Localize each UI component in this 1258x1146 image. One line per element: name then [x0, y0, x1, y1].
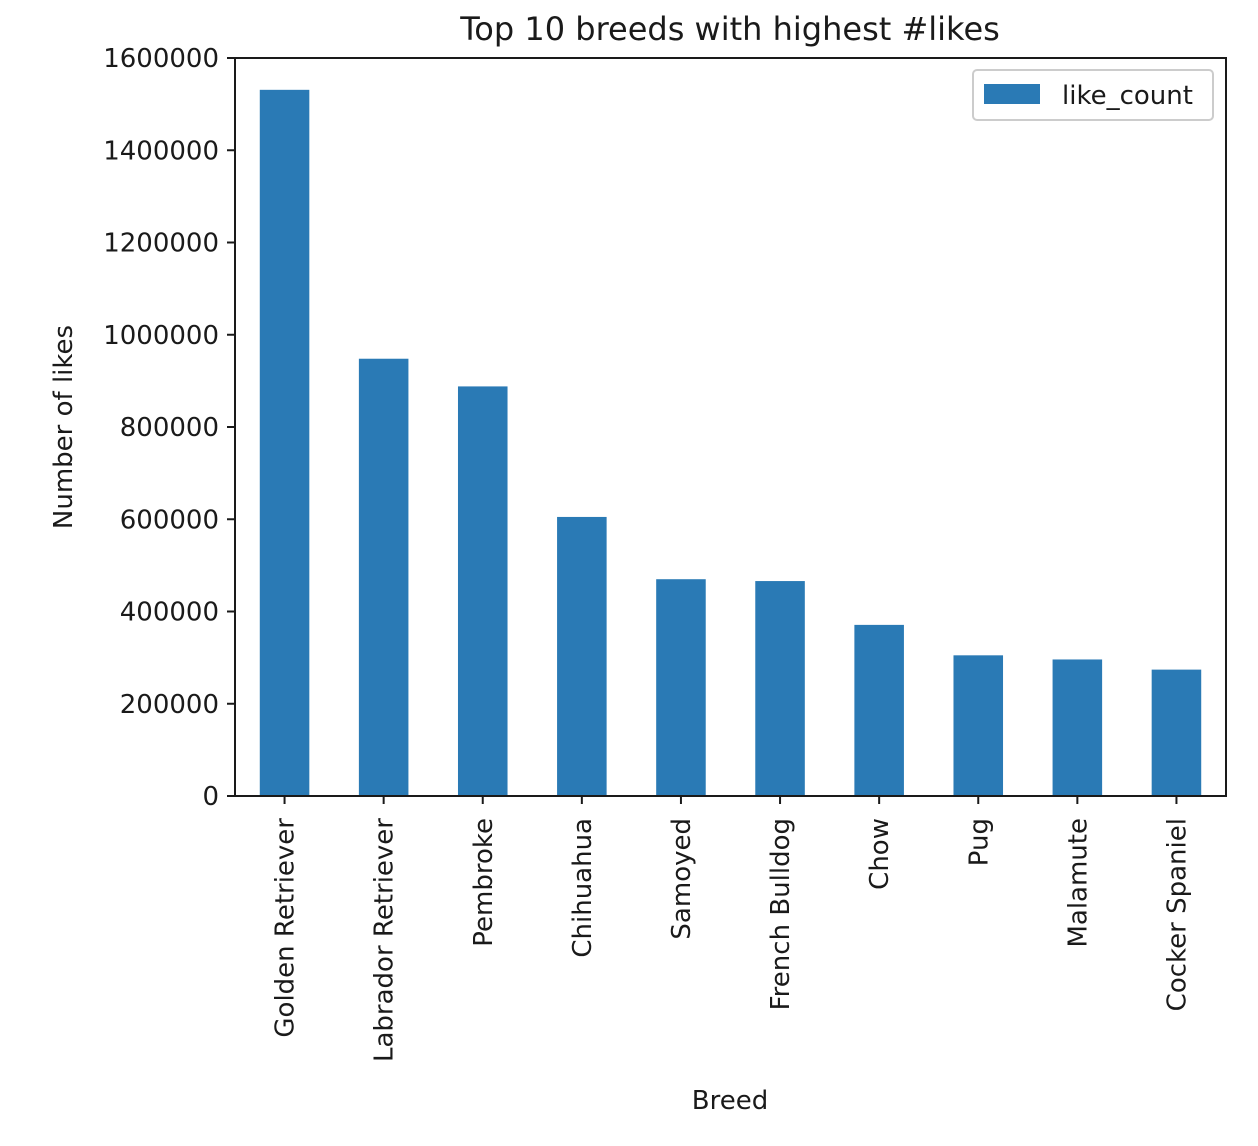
x-tick-label: Malamute [1063, 818, 1093, 948]
bar [557, 516, 607, 796]
plot-frame [234, 57, 1227, 797]
bar [358, 358, 409, 796]
y-tick-label: 0 [202, 782, 219, 812]
y-tick-label: 1200000 [103, 229, 219, 259]
chart-title: Top 10 breeds with highest #likes [459, 10, 1000, 48]
bars-group [259, 89, 1202, 796]
x-axis-title: Breed [692, 1086, 768, 1116]
bar [457, 386, 508, 796]
x-tick-label: Golden Retriever [271, 818, 301, 1038]
y-tick-label: 800000 [120, 413, 219, 443]
x-tick-label: Pembroke [469, 818, 499, 947]
bar [755, 581, 805, 796]
x-tick-label: Chihuahua [568, 818, 598, 958]
x-axis: Golden Retriever Labrador Retriever Pembro… [271, 796, 1192, 1062]
bar [854, 624, 904, 796]
y-tick-label: 400000 [120, 598, 219, 628]
legend-box [972, 69, 1214, 121]
bar [1052, 659, 1103, 796]
y-axis: 0 200000 400000 600000 800000 1000000 1200000 1… [103, 44, 235, 812]
bar [1151, 669, 1202, 796]
bar [656, 579, 706, 796]
y-tick-label: 1400000 [103, 136, 219, 166]
x-tick-label: Labrador Retriever [370, 818, 400, 1062]
bar [953, 655, 1004, 796]
x-tick-label: Samoyed [667, 818, 697, 940]
legend: like_count [972, 69, 1214, 121]
y-tick-label: 200000 [120, 690, 219, 720]
legend-label: like_count [1062, 81, 1193, 111]
y-tick-label: 1600000 [103, 44, 219, 74]
x-tick-label: French Bulldog [766, 818, 796, 1010]
x-tick-label: Cocker Spaniel [1162, 818, 1192, 1011]
y-tick-label: 600000 [120, 505, 219, 535]
y-axis-title: Number of likes [49, 325, 79, 529]
x-tick-label: Pug [964, 818, 994, 866]
legend-swatch [984, 84, 1040, 104]
x-tick-label: Chow [865, 818, 895, 890]
y-tick-label: 1000000 [103, 321, 219, 351]
bar [259, 89, 310, 796]
